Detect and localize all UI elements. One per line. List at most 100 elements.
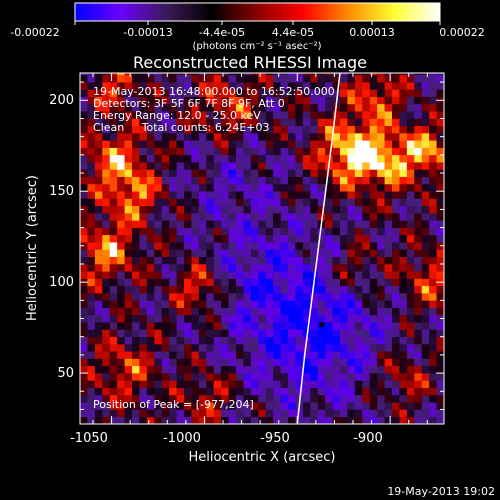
- heatmap-cell: [302, 154, 311, 163]
- heatmap-cell: [347, 227, 356, 236]
- heatmap-cell: [347, 162, 356, 170]
- heatmap-cell: [280, 322, 289, 330]
- heatmap-cell: [325, 242, 333, 250]
- heatmap-cell: [406, 133, 415, 141]
- heatmap-cell: [139, 329, 148, 338]
- info-line-detectors: Detectors: 3F 5F 6F 7F 8F 9F, Att 0: [93, 97, 285, 110]
- chart-title: Reconstructed RHESSI Image: [133, 53, 367, 72]
- heatmap-cell: [421, 314, 430, 323]
- heatmap-cell: [154, 198, 163, 207]
- heatmap-cell: [340, 300, 348, 308]
- heatmap-cell: [184, 169, 192, 177]
- heatmap-cell: [406, 380, 415, 388]
- heatmap-cell: [228, 198, 237, 207]
- heatmap-cell: [94, 73, 103, 76]
- heatmap-cell: [146, 336, 155, 345]
- heatmap-cell: [206, 154, 215, 163]
- heatmap-cell: [213, 154, 222, 163]
- heatmap-cell: [384, 293, 393, 301]
- heatmap-cell: [273, 249, 281, 257]
- heatmap-cell: [221, 191, 229, 199]
- heatmap-cell: [243, 89, 252, 97]
- heatmap-cell: [354, 300, 363, 308]
- heatmap-cell: [325, 300, 333, 308]
- heatmap-cell: [146, 242, 155, 250]
- heatmap-cell: [392, 365, 400, 374]
- heatmap-cell: [436, 220, 444, 228]
- heatmap-cell: [87, 162, 96, 170]
- heatmap-cell: [414, 162, 423, 170]
- heatmap-cell: [109, 205, 118, 214]
- heatmap-cell: [369, 416, 378, 424]
- heatmap-cell: [146, 314, 155, 323]
- heatmap-cell: [221, 82, 229, 90]
- heatmap-cell: [94, 220, 103, 228]
- heatmap-cell: [213, 314, 222, 323]
- heatmap-cell: [206, 111, 215, 119]
- heatmap-cell: [198, 329, 207, 338]
- heatmap-cell: [161, 300, 170, 308]
- heatmap-cell: [332, 133, 341, 141]
- heatmap-cell: [87, 154, 96, 163]
- heatmap-cell: [384, 162, 393, 170]
- heatmap-cell: [117, 96, 125, 105]
- heatmap-cell: [258, 402, 267, 410]
- heatmap-cell: [102, 365, 111, 374]
- heatmap-cell: [392, 103, 400, 112]
- heatmap-cell: [332, 307, 341, 316]
- heatmap-cell: [258, 387, 267, 396]
- heatmap-cell: [377, 293, 385, 301]
- heatmap-cell: [87, 125, 96, 134]
- heatmap-cell: [206, 380, 215, 388]
- heatmap-cell: [184, 183, 192, 192]
- heatmap-cell: [258, 343, 267, 352]
- heatmap-cell: [243, 82, 252, 90]
- heatmap-cell: [243, 234, 252, 243]
- heatmap-cell: [191, 307, 200, 316]
- heatmap-cell: [243, 307, 252, 316]
- heatmap-cell: [139, 351, 148, 359]
- heatmap-cell: [109, 227, 118, 236]
- heatmap-cell: [406, 358, 415, 367]
- heatmap-cell: [414, 234, 423, 243]
- heatmap-cell: [302, 162, 311, 170]
- heatmap-cell: [377, 365, 385, 374]
- heatmap-cell: [347, 387, 356, 396]
- heatmap-cell: [436, 256, 444, 265]
- heatmap-cell: [228, 314, 237, 323]
- heatmap-cell: [436, 402, 444, 410]
- heatmap-cell: [109, 73, 118, 76]
- heatmap-cell: [280, 285, 289, 294]
- heatmap-cell: [213, 256, 222, 265]
- heatmap-cell: [117, 293, 125, 301]
- heatmap-cell: [265, 314, 274, 323]
- heatmap-cell: [258, 322, 267, 330]
- heatmap-cell: [347, 365, 356, 374]
- heatmap-cell: [295, 234, 304, 243]
- heatmap-cell: [332, 256, 341, 265]
- heatmap-cell: [161, 271, 170, 279]
- heatmap-cell: [384, 358, 393, 367]
- heatmap-cell: [421, 205, 430, 214]
- heatmap-cell: [87, 271, 96, 279]
- heatmap-cell: [139, 242, 148, 250]
- heatmap-cell: [384, 300, 393, 308]
- heatmap-cell: [117, 111, 125, 119]
- heatmap-cell: [392, 343, 400, 352]
- heatmap-cell: [132, 205, 140, 214]
- heatmap-cell: [310, 402, 319, 410]
- heatmap-cell: [139, 96, 148, 105]
- heatmap-cell: [124, 140, 133, 148]
- heatmap-cell: [109, 387, 118, 396]
- heatmap-cell: [176, 293, 185, 301]
- heatmap-cell: [265, 387, 274, 396]
- heatmap-cell: [332, 147, 341, 156]
- heatmap-cell: [80, 154, 88, 163]
- heatmap-cell: [191, 380, 200, 388]
- heatmap-cell: [429, 89, 437, 97]
- heatmap-cell: [332, 263, 341, 272]
- heatmap-cell: [191, 336, 200, 345]
- heatmap-cell: [310, 125, 319, 134]
- heatmap-cell: [354, 394, 363, 403]
- heatmap-cell: [236, 162, 244, 170]
